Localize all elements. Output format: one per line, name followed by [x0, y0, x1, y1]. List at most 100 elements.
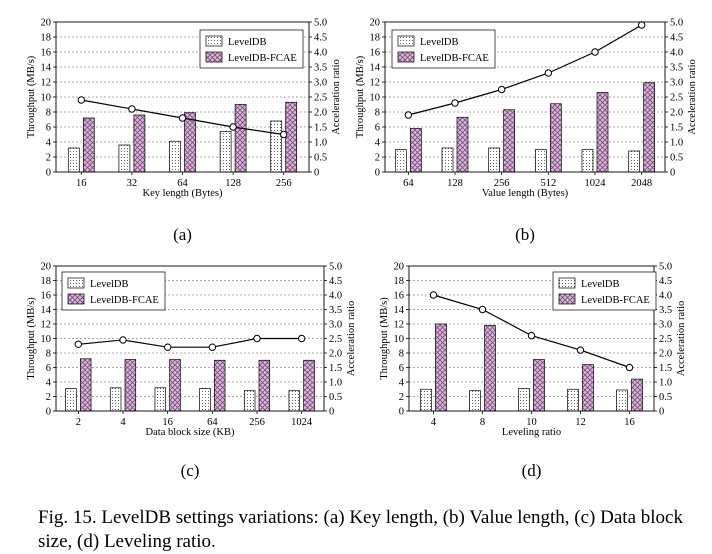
bar-leveldb	[118, 144, 131, 173]
x-tick-label: 512	[540, 178, 556, 189]
acceleration-ratio-point	[119, 336, 127, 344]
y2-tick-label: 3.0	[659, 320, 672, 331]
y-tick-label: 6	[46, 363, 51, 374]
y2-tick-label: 5.0	[670, 18, 683, 29]
x-tick-label: 64	[207, 417, 218, 428]
acceleration-ratio-line	[78, 337, 302, 348]
acceleration-ratio-point	[478, 305, 487, 314]
bar-leveldb	[469, 390, 481, 412]
y-tick-label: 0	[46, 407, 51, 418]
y-tick-label: 0	[46, 168, 51, 179]
legend-swatch	[205, 35, 223, 47]
y2-tick-label: 1.0	[314, 138, 327, 149]
y-tick-label: 12	[41, 320, 52, 331]
bar-leveldb-fcae	[456, 116, 469, 173]
acceleration-ratio-point	[429, 291, 438, 299]
y2-tick-label: 1.5	[314, 123, 327, 134]
bar-leveldb	[441, 147, 454, 173]
bar-leveldb	[518, 388, 530, 412]
chart-panel-b: 0 2 4 6 8 10 12 14 16 18 20 0 0.5 1.0 1.5 2.0 2.5 3.0 3.5 4…	[355, 18, 698, 245]
bar-leveldb-fcae	[409, 128, 422, 173]
bar-leveldb	[154, 387, 167, 412]
y2-tick-label: 0	[314, 168, 319, 179]
y2-tick-label: 0	[329, 407, 334, 418]
y-axis-label: Throughput (MB/s)	[379, 297, 390, 380]
y2-tick-label: 0	[670, 168, 675, 179]
x-tick-label: 4	[431, 417, 437, 428]
x-tick-label: 256	[249, 417, 265, 428]
y-tick-label: 12	[394, 320, 405, 331]
bar-leveldb-fcae	[582, 364, 594, 412]
y2-tick-label: 4.0	[659, 291, 672, 302]
y-tick-label: 4	[375, 138, 381, 149]
x-tick-label: 4	[120, 417, 126, 428]
bar-leveldb	[288, 390, 301, 412]
bar-leveldb-fcae	[184, 112, 196, 173]
x-tick-label: 128	[447, 178, 463, 189]
x-tick-label: 10	[526, 417, 537, 428]
y2-tick-label: 2.0	[659, 349, 672, 360]
bar-leveldb-fcae	[124, 359, 137, 412]
bar-leveldb	[270, 120, 283, 173]
y2-tick-label: 1.5	[329, 363, 342, 374]
y-axis-label: Throughput (MB/s)	[26, 55, 37, 138]
y-tick-label: 8	[46, 108, 51, 119]
y2-tick-label: 3.5	[314, 63, 327, 74]
acceleration-ratio-point	[253, 334, 261, 343]
y-tick-label: 10	[41, 334, 52, 345]
x-tick-label: 128	[225, 178, 241, 189]
legend-label: LevelDB	[420, 37, 459, 48]
y-axis-label: Throughput (MB/s)	[26, 297, 37, 380]
x-tick-label: 256	[494, 178, 510, 189]
legend: LevelDB LevelDB-FCAE	[199, 29, 304, 69]
legend-label: LevelDB-FCAE	[90, 295, 159, 306]
y-tick-label: 16	[394, 291, 405, 302]
acceleration-ratio-point	[625, 363, 634, 372]
legend-swatch	[397, 35, 415, 47]
y2-tick-label: 2.5	[670, 93, 683, 104]
legend-swatch	[67, 293, 85, 305]
y2-tick-label: 5.0	[329, 262, 342, 273]
acceleration-ratio-point	[544, 69, 553, 77]
bar-leveldb	[616, 389, 628, 412]
y2-tick-label: 2.0	[670, 108, 683, 119]
y2-tick-label: 1.0	[670, 138, 683, 149]
y2-tick-label: 3.5	[329, 305, 342, 316]
y-tick-label: 20	[394, 262, 405, 273]
bar-leveldb-fcae	[79, 358, 92, 412]
y-tick-label: 2	[46, 392, 51, 403]
acceleration-ratio-line	[408, 24, 642, 116]
bar-leveldb-fcae	[169, 359, 181, 412]
legend-label: LevelDB-FCAE	[228, 53, 297, 64]
acceleration-ratio-point	[229, 123, 237, 131]
y-tick-label: 16	[41, 291, 52, 302]
y-tick-label: 2	[375, 153, 380, 164]
y2-tick-label: 1.5	[670, 123, 683, 134]
y-tick-label: 20	[41, 262, 52, 273]
y2-axis-label: Acceleration ratio	[331, 59, 342, 135]
y-tick-label: 12	[370, 78, 381, 89]
y2-axis-label: Acceleration ratio	[346, 301, 357, 377]
bar-leveldb	[488, 147, 501, 173]
bar-leveldb	[243, 390, 256, 412]
y2-tick-label: 2.0	[329, 349, 342, 360]
y-tick-label: 8	[399, 349, 404, 360]
y-tick-label: 20	[41, 18, 52, 29]
acceleration-ratio-point	[208, 343, 217, 351]
y2-tick-label: 5.0	[314, 18, 327, 29]
y2-tick-label: 4.0	[314, 48, 327, 59]
bar-leveldb	[199, 388, 211, 412]
legend: LevelDB LevelDB-FCAE	[61, 271, 166, 311]
x-axis-label: Leveling ratio	[502, 427, 561, 438]
y2-tick-label: 4.0	[329, 291, 342, 302]
y2-tick-label: 1.5	[659, 363, 672, 374]
acceleration-ratio-point	[77, 96, 86, 104]
bar-leveldb	[628, 150, 641, 173]
x-tick-label: 1024	[291, 417, 313, 428]
x-tick-label: 256	[276, 178, 292, 189]
y-tick-label: 14	[41, 63, 52, 74]
y2-tick-label: 0.5	[314, 153, 327, 164]
acceleration-ratio-point	[128, 105, 136, 113]
y-tick-label: 6	[375, 123, 380, 134]
